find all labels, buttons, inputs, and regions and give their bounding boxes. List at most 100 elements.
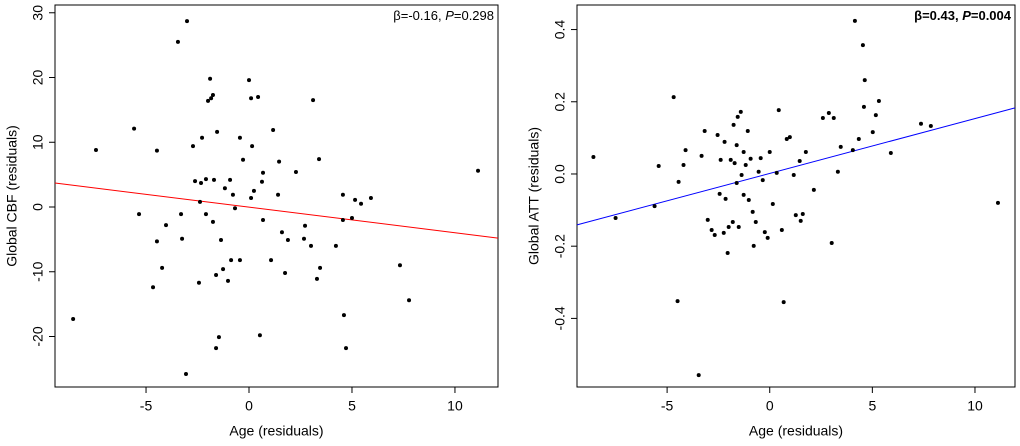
data-point: [888, 151, 893, 156]
data-point: [734, 143, 739, 148]
data-point: [723, 196, 728, 201]
data-point: [831, 116, 836, 121]
y-tick-label: -0.4: [552, 306, 568, 330]
data-point: [760, 178, 765, 183]
data-point: [353, 197, 358, 202]
data-point: [862, 78, 867, 83]
data-point: [746, 197, 751, 202]
plot-frame: [576, 4, 1016, 388]
y-tick-label: -10: [30, 261, 46, 281]
data-point: [591, 155, 596, 160]
data-point: [820, 116, 825, 121]
data-point: [285, 238, 290, 243]
data-point: [271, 127, 276, 132]
data-point: [344, 346, 349, 351]
data-point: [179, 212, 184, 217]
data-point: [218, 238, 223, 243]
data-point: [811, 187, 816, 192]
data-point: [725, 251, 730, 256]
data-point: [206, 98, 211, 103]
data-point: [758, 156, 763, 161]
data-point: [739, 173, 744, 178]
data-point: [193, 179, 198, 184]
data-point: [340, 192, 345, 197]
data-point: [269, 258, 274, 263]
data-point: [732, 161, 737, 166]
data-point: [784, 136, 789, 141]
y-axis-label: Global ATT (residuals): [526, 127, 542, 265]
data-point: [215, 129, 220, 134]
y-tick-label: 30: [30, 5, 46, 21]
data-point: [137, 212, 142, 217]
data-point: [767, 149, 772, 154]
data-point: [873, 113, 878, 118]
data-point: [741, 149, 746, 154]
data-point: [656, 164, 661, 169]
data-point: [781, 300, 786, 305]
data-point: [175, 39, 180, 44]
data-point: [776, 108, 781, 113]
data-point: [211, 177, 216, 182]
data-point: [237, 258, 242, 263]
data-point: [856, 136, 861, 141]
data-point: [675, 299, 680, 304]
data-point: [876, 99, 881, 104]
data-point: [214, 346, 219, 351]
data-point: [715, 132, 720, 137]
data-point: [301, 236, 306, 241]
panel: -5 0 5 10 -20 -10 0 10 20 30 Age (residuals) Global…: [4, 4, 499, 439]
data-point: [699, 153, 704, 158]
annotation-part: β=-0.16,: [393, 8, 445, 23]
data-point: [250, 144, 255, 149]
data-point: [712, 232, 717, 237]
x-axis-label: Age (residuals): [749, 423, 843, 439]
data-point: [303, 223, 308, 228]
annotation-part: =0.004: [971, 8, 1012, 23]
data-point: [652, 204, 657, 209]
data-point: [829, 240, 834, 245]
data-point: [230, 192, 235, 197]
data-point: [229, 258, 234, 263]
data-point: [222, 186, 227, 191]
data-point: [838, 144, 843, 149]
data-point: [314, 276, 319, 281]
data-point: [718, 157, 723, 162]
data-point: [318, 265, 323, 270]
x-tick-label: 0: [245, 398, 253, 414]
annotation-part: β=0.43,: [914, 8, 962, 23]
y-tick-label: -0.2: [552, 234, 568, 258]
data-point: [216, 335, 221, 340]
data-point: [736, 225, 741, 230]
data-point: [225, 278, 230, 283]
data-point: [237, 135, 242, 140]
data-point: [800, 212, 805, 217]
data-point: [753, 219, 758, 224]
data-point: [676, 179, 681, 184]
data-point: [731, 122, 736, 127]
data-point: [208, 76, 213, 81]
data-point: [190, 144, 195, 149]
y-tick-label: 0.2: [552, 92, 568, 112]
data-point: [210, 219, 215, 224]
data-point: [702, 129, 707, 134]
regression-line: [576, 107, 1016, 226]
data-point: [741, 192, 746, 197]
data-point: [791, 173, 796, 178]
annotation-part: =0.298: [454, 8, 494, 23]
data-point: [762, 230, 767, 235]
x-tick-label: -5: [661, 398, 674, 414]
annotation: β=-0.16, P=0.298: [393, 8, 494, 23]
data-point: [793, 213, 798, 218]
y-tick-label: 0.4: [552, 20, 568, 40]
data-point: [671, 95, 676, 100]
data-point: [154, 148, 159, 153]
data-point: [722, 139, 727, 144]
data-point: [199, 181, 204, 186]
data-point: [210, 92, 215, 97]
y-tick-label: 10: [30, 134, 46, 150]
data-point: [928, 123, 933, 128]
data-point: [696, 373, 701, 378]
data-point: [803, 149, 808, 154]
data-point: [154, 239, 159, 244]
